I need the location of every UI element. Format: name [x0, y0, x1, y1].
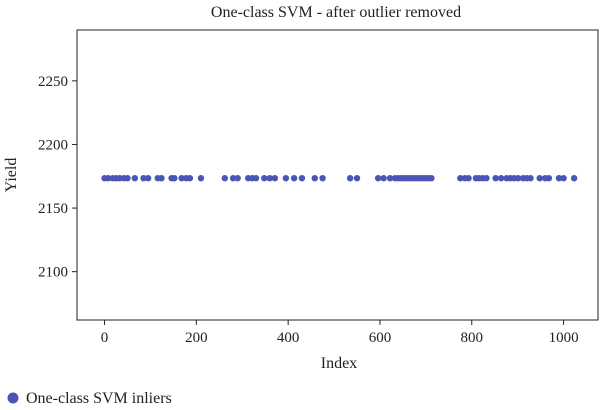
data-point [457, 174, 464, 182]
data-point [266, 174, 273, 182]
data-point [261, 174, 268, 182]
data-point [319, 174, 326, 182]
data-point [560, 174, 567, 182]
data-point [186, 174, 194, 182]
data-point [271, 174, 279, 182]
data-point [514, 174, 522, 182]
y-tick-label: 2100 [38, 265, 68, 281]
data-point [144, 174, 152, 182]
data-point [483, 174, 490, 182]
legend: One-class SVM inliers [7, 390, 172, 407]
x-tick-label: 400 [277, 330, 300, 346]
data-point [252, 174, 260, 182]
data-point [527, 174, 534, 182]
data-point [492, 174, 499, 182]
data-point [570, 174, 578, 182]
data-point [124, 174, 131, 182]
data-point [234, 174, 241, 182]
plot-area-frame [76, 29, 599, 321]
data-point [374, 174, 382, 182]
data-point [465, 174, 472, 182]
data-point [282, 174, 290, 182]
chart-title: One-class SVM - after outlier removed [211, 4, 461, 21]
data-point [178, 174, 185, 182]
x-axis: 0 200 400 600 800 1000 [101, 320, 579, 346]
data-point [221, 174, 229, 182]
data-point [131, 174, 139, 182]
data-point [428, 174, 435, 182]
x-tick-label: 200 [185, 330, 208, 346]
data-point [158, 174, 165, 182]
data-point [353, 174, 361, 182]
data-point [545, 174, 553, 182]
x-axis-title: Index [321, 355, 357, 372]
y-tick-label: 2250 [38, 74, 68, 90]
data-point [497, 174, 505, 182]
legend-label: One-class SVM inliers [26, 390, 172, 407]
data-point [105, 174, 112, 182]
x-tick-label: 600 [369, 330, 392, 346]
data-points [101, 174, 578, 182]
data-point [380, 174, 387, 182]
data-point [229, 174, 237, 182]
data-point [311, 174, 318, 182]
y-axis-title: Yield [3, 158, 20, 193]
y-tick-label: 2200 [38, 137, 68, 153]
data-point [386, 174, 394, 182]
y-axis: 2100 2150 2200 2250 [38, 74, 77, 281]
x-tick-label: 0 [101, 330, 109, 346]
data-point [197, 174, 205, 182]
x-tick-label: 800 [461, 330, 484, 346]
data-point [346, 174, 354, 182]
x-tick-label: 1000 [549, 330, 579, 346]
data-point [140, 174, 147, 182]
legend-marker [7, 392, 19, 404]
data-point [555, 174, 563, 182]
data-point [290, 174, 298, 182]
data-point [171, 174, 178, 182]
data-point [536, 174, 543, 182]
data-point [298, 174, 306, 182]
y-tick-label: 2150 [38, 201, 68, 217]
